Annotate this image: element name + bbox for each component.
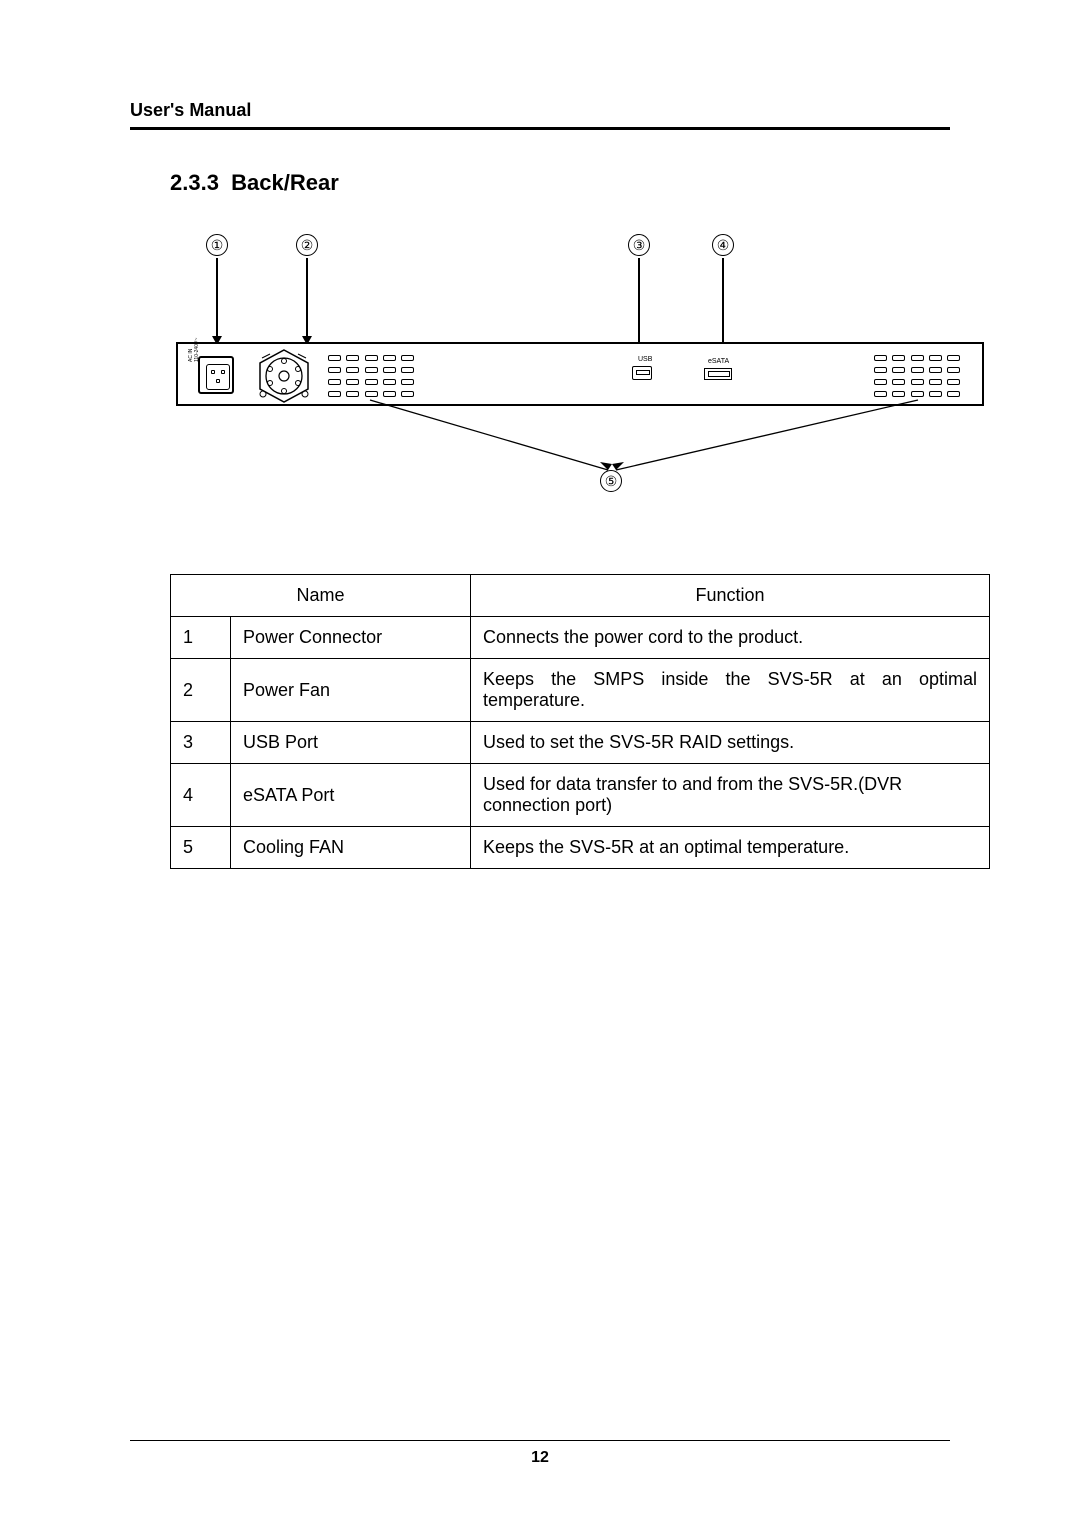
cell-name: Cooling FAN — [231, 827, 471, 869]
table-header-row: Name Function — [171, 575, 990, 617]
callout-4: ④ — [712, 234, 734, 256]
cell-func: Keeps the SMPS inside the SVS-5R at an o… — [471, 659, 990, 722]
callout-line — [638, 258, 640, 348]
page: User's Manual 2.3.3 Back/Rear ① ② ③ ④ ⑤ … — [0, 0, 1080, 1527]
usb-port-icon — [632, 366, 652, 380]
callout-line — [306, 258, 308, 338]
callout-3: ③ — [628, 234, 650, 256]
power-connector-inner — [206, 364, 230, 390]
table-row: 2 Power Fan Keeps the SMPS inside the SV… — [171, 659, 990, 722]
spec-table: Name Function 1 Power Connector Connects… — [170, 574, 990, 869]
page-number: 12 — [531, 1449, 549, 1466]
section-heading: 2.3.3 Back/Rear — [130, 170, 950, 196]
power-fan-icon — [256, 348, 312, 404]
cell-num: 4 — [171, 764, 231, 827]
cell-func: Keeps the SVS-5R at an optimal temperatu… — [471, 827, 990, 869]
section-title: Back/Rear — [231, 170, 339, 195]
cell-num: 2 — [171, 659, 231, 722]
esata-label: eSATA — [708, 358, 729, 365]
cell-name: Power Connector — [231, 617, 471, 659]
cell-func: Used to set the SVS-5R RAID settings. — [471, 722, 990, 764]
section-number: 2.3.3 — [170, 170, 219, 195]
cell-num: 1 — [171, 617, 231, 659]
cell-func: Used for data transfer to and from the S… — [471, 764, 990, 827]
cell-num: 5 — [171, 827, 231, 869]
page-header: User's Manual — [130, 100, 950, 130]
callout-line — [216, 258, 218, 338]
callout-line — [722, 258, 724, 348]
callout-2: ② — [296, 234, 318, 256]
callout-1: ① — [206, 234, 228, 256]
rear-panel: AC IN110-240V~ — [176, 342, 984, 406]
usb-label: USB — [638, 356, 652, 363]
table-row: 1 Power Connector Connects the power cor… — [171, 617, 990, 659]
power-connector-icon — [198, 356, 234, 394]
cell-name: USB Port — [231, 722, 471, 764]
cell-name: Power Fan — [231, 659, 471, 722]
callout-5: ⑤ — [600, 470, 622, 492]
cell-num: 3 — [171, 722, 231, 764]
rear-panel-diagram: ① ② ③ ④ ⑤ AC IN110-240V~ — [170, 234, 990, 514]
col-header-name: Name — [171, 575, 471, 617]
pin-icon — [211, 370, 215, 374]
table-row: 5 Cooling FAN Keeps the SVS-5R at an opt… — [171, 827, 990, 869]
esata-port-icon — [704, 368, 732, 380]
cooling-vent-icon — [328, 355, 414, 397]
cell-name: eSATA Port — [231, 764, 471, 827]
table-row: 4 eSATA Port Used for data transfer to a… — [171, 764, 990, 827]
page-footer: 12 — [130, 1440, 950, 1467]
table-row: 3 USB Port Used to set the SVS-5R RAID s… — [171, 722, 990, 764]
cooling-vent-icon — [874, 355, 960, 397]
pin-icon — [216, 379, 220, 383]
header-title: User's Manual — [130, 100, 251, 120]
pin-icon — [221, 370, 225, 374]
cell-func: Connects the power cord to the product. — [471, 617, 990, 659]
col-header-function: Function — [471, 575, 990, 617]
